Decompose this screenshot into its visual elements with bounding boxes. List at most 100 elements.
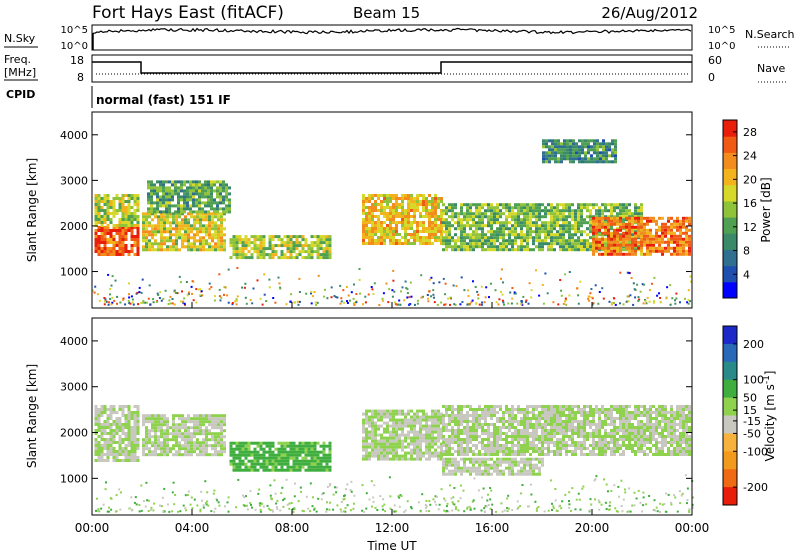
noise-trace [92, 27, 692, 50]
velocity-cbtick-label-5: -50 [743, 427, 761, 440]
power-cbtick-label-3: 16 [743, 197, 757, 210]
power-cbtick-label-2: 12 [743, 221, 757, 234]
velocity-cbtick-label-1: 100 [743, 374, 764, 387]
velocity-band-2 [229, 441, 332, 472]
noise-tick-right-bottom: 10^0 [708, 41, 735, 52]
power-colorbar-seg-8 [723, 152, 737, 170]
noise-tick-left-bottom: 10^0 [61, 41, 88, 52]
velocity-band-5 [442, 457, 544, 476]
time-tick-label-3: 12:00 [375, 521, 410, 535]
power-cbtick-label-6: 28 [743, 126, 757, 139]
velocity-ylabel: Slant Range [km] [25, 364, 39, 468]
power-band-5 [362, 194, 443, 245]
time-axis: 00:00 04:00 08:00 12:00 16:00 20:00 00:00 [75, 302, 710, 535]
beam-label: Beam 15 [353, 4, 420, 22]
velocity-colorbar-label: Velocity [m s-1] [762, 371, 777, 462]
nsky-trace-line [93, 27, 692, 35]
time-tick-label-5: 20:00 [575, 521, 610, 535]
velocity-cbtick-label-4: -15 [743, 415, 761, 428]
nsky-label: N.Sky [4, 32, 36, 45]
power-cbtick-label-5: 24 [743, 150, 757, 163]
velocity-ytick-label-2: 3000 [60, 381, 88, 394]
power-data-layer [92, 139, 693, 306]
velocity-colorbar-seg-9 [723, 487, 737, 506]
velocity-cbtick-label-3: 15 [743, 404, 757, 417]
nave-tick-bottom: 0 [708, 71, 715, 84]
velocity-band-0 [94, 405, 140, 462]
velocity-data-layer [94, 405, 694, 513]
velocity-colorbar-seg-5 [723, 415, 737, 434]
power-colorbar-seg-1 [723, 265, 737, 283]
power-colorbar-seg-2 [723, 249, 737, 267]
power-colorbar-frame [722, 119, 738, 299]
velocity-cbtick-label-6: -100 [743, 445, 768, 458]
velocity-colorbar-seg-0 [723, 326, 737, 345]
velocity-band-1 [142, 414, 226, 457]
power-colorbar-seg-7 [723, 168, 737, 186]
freq-trace [92, 61, 692, 74]
nave-label: Nave [757, 62, 785, 75]
velocity-ytick-label-1: 2000 [60, 427, 88, 440]
power-colorbar-seg-10 [723, 120, 737, 137]
power-colorbar: 4 8 12 16 20 24 28 [722, 119, 757, 299]
nave-tick-top: 60 [708, 54, 722, 67]
power-band-0 [94, 226, 140, 256]
freq-tick-top: 18 [70, 54, 84, 67]
power-band-1 [94, 194, 140, 227]
velocity-near-range-speckle [95, 474, 694, 513]
power-colorbar-seg-0 [723, 281, 737, 299]
power-ytick-label-1: 2000 [60, 220, 88, 233]
time-tick-label-0: 00:00 [75, 521, 110, 535]
power-axes: 1000 2000 3000 4000 [60, 129, 692, 279]
power-band-7 [592, 216, 691, 256]
power-ytick-label-2: 3000 [60, 174, 88, 187]
velocity-band-4 [442, 405, 691, 456]
velocity-colorbar-seg-3 [723, 379, 737, 399]
velocity-band-3 [362, 409, 443, 461]
velocity-cbtick-label-7: -200 [743, 481, 768, 494]
power-colorbar-seg-4 [723, 217, 737, 234]
power-colorbar-seg-5 [723, 200, 737, 218]
power-band-4 [229, 235, 332, 260]
freq-tick-bottom: 8 [77, 71, 84, 84]
noise-tick-right-top: 10^5 [708, 25, 735, 36]
velocity-colorbar-seg-4 [723, 397, 737, 416]
freq-label-line2: [MHz] [4, 66, 36, 79]
velocity-colorbar-frame [722, 325, 738, 506]
time-tick-label-2: 08:00 [275, 521, 310, 535]
time-axis-label: Time UT [366, 539, 417, 553]
velocity-colorbar-seg-6 [723, 433, 737, 452]
power-near-range-speckle [92, 267, 693, 306]
power-colorbar-seg-6 [723, 184, 737, 202]
velocity-cbtick-label-0: 200 [743, 338, 764, 351]
time-tick-label-6: 00:00 [675, 521, 710, 535]
cpid-text: normal (fast) 151 IF [96, 93, 231, 107]
freq-label-line1: Freq. [4, 53, 31, 66]
date-label: 26/Aug/2012 [601, 4, 698, 22]
velocity-colorbar-seg-1 [723, 343, 737, 363]
cpid-label: CPID [6, 88, 35, 101]
velocity-colorbar-seg-2 [723, 361, 737, 381]
power-colorbar-label: Power [dB] [759, 177, 773, 242]
power-cbtick-label-0: 4 [743, 268, 750, 281]
power-cbtick-label-1: 8 [743, 245, 750, 258]
velocity-cbtick-label-2: 50 [743, 392, 757, 405]
noise-panel-frame [91, 24, 693, 51]
power-ytick-label-3: 4000 [60, 129, 88, 142]
power-cbtick-label-4: 20 [743, 173, 757, 186]
velocity-axes: 1000 2000 3000 4000 [60, 335, 692, 485]
site-title: Fort Hays East (fitACF) [92, 3, 284, 23]
velocity-ytick-label-0: 1000 [60, 472, 88, 485]
power-band-3 [147, 180, 231, 214]
freq-panel-frame [91, 54, 693, 83]
power-colorbar-seg-9 [723, 136, 737, 153]
power-colorbar-seg-3 [723, 233, 737, 250]
power-band-8 [542, 139, 617, 164]
power-ytick-label-0: 1000 [60, 266, 88, 279]
power-band-2 [142, 212, 226, 252]
time-tick-label-4: 16:00 [475, 521, 510, 535]
velocity-colorbar-seg-7 [723, 451, 737, 470]
